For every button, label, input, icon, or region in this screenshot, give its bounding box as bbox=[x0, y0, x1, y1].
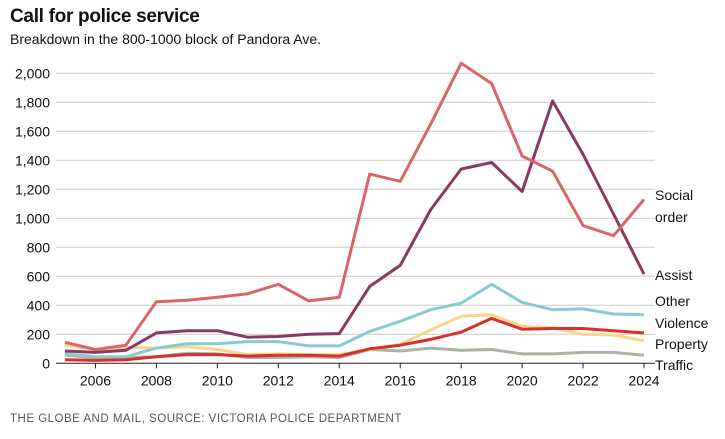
x-tick-label: 2020 bbox=[507, 372, 538, 388]
series-line-violence bbox=[64, 316, 645, 362]
y-tick-label: 1,200 bbox=[15, 181, 50, 197]
x-tick-label: 2018 bbox=[446, 372, 477, 388]
y-tick-label: 600 bbox=[27, 268, 51, 284]
y-tick-label: 800 bbox=[27, 239, 51, 255]
y-tick-label: 400 bbox=[27, 297, 51, 313]
series-label-social-order: Social bbox=[655, 187, 693, 203]
y-tick-label: 1,400 bbox=[15, 152, 50, 168]
series-label-property: Property bbox=[655, 336, 708, 352]
x-tick-label: 2024 bbox=[628, 372, 659, 388]
x-tick-label: 2010 bbox=[202, 372, 233, 388]
y-tick-label: 0 bbox=[42, 355, 50, 371]
series-line-social-order bbox=[64, 61, 646, 351]
source-note: THE GLOBE AND MAIL, SOURCE: VICTORIA POL… bbox=[10, 413, 402, 425]
chart-subtitle: Breakdown in the 800-1000 block of Pando… bbox=[10, 31, 322, 47]
x-tick-label: 2008 bbox=[141, 372, 172, 388]
x-tick-label: 2014 bbox=[324, 372, 355, 388]
series-label-assist: Assist bbox=[655, 267, 692, 283]
y-tick-label: 2,000 bbox=[15, 65, 50, 81]
series-label-social-order: order bbox=[655, 209, 688, 225]
x-tick-label: 2012 bbox=[263, 372, 294, 388]
series-label-violence: Violence bbox=[655, 315, 709, 331]
y-tick-label: 1,600 bbox=[15, 123, 50, 139]
x-tick-label: 2022 bbox=[567, 372, 598, 388]
y-tick-label: 1,800 bbox=[15, 94, 50, 110]
series-label-other: Other bbox=[655, 293, 690, 309]
x-tick-label: 2006 bbox=[80, 372, 111, 388]
y-tick-label: 200 bbox=[27, 326, 51, 342]
chart-title: Call for police service bbox=[10, 6, 200, 27]
series-line-assist bbox=[64, 99, 646, 354]
series-line-other bbox=[64, 282, 645, 359]
x-tick-label: 2016 bbox=[385, 372, 416, 388]
y-tick-label: 1,000 bbox=[15, 210, 50, 226]
series-label-traffic: Traffic bbox=[655, 357, 693, 373]
